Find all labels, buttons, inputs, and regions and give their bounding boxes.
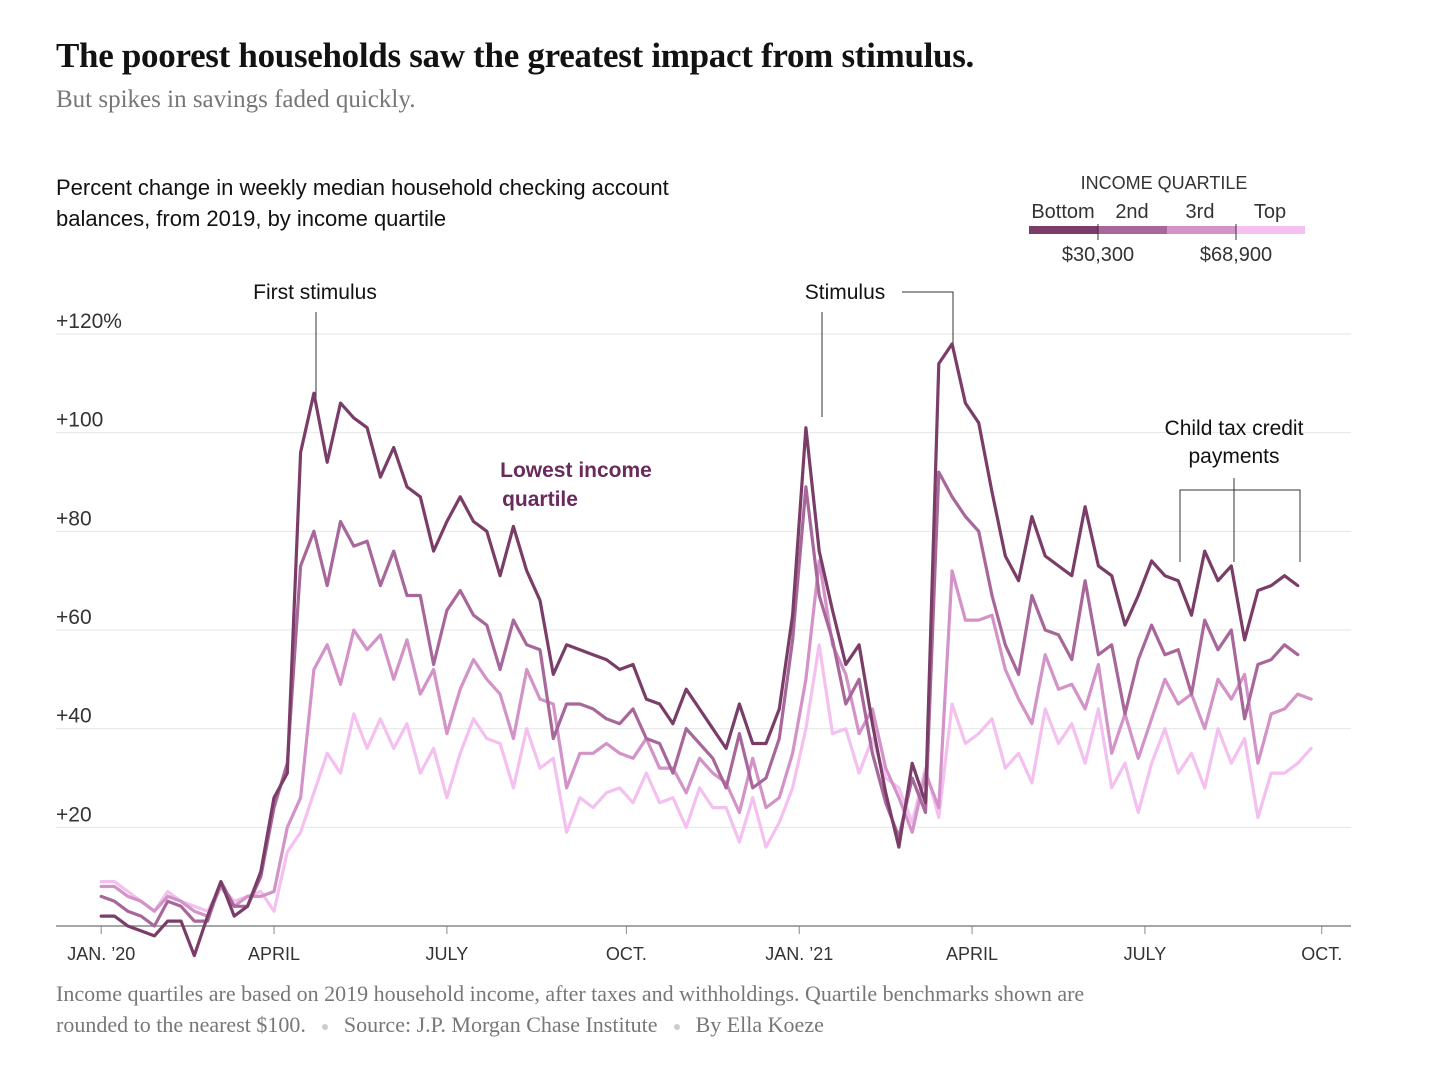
legend-swatch-2nd [1098,226,1167,234]
x-tick-label: OCT. [1301,944,1342,964]
series-line-2nd [99,470,1300,928]
first-stimulus-label: First stimulus [253,281,377,304]
x-tick-label: OCT. [606,944,647,964]
legend-label-2nd: 2nd [1115,201,1148,223]
lowest-income-label-1: Lowest income [500,459,652,482]
y-tick-label: +120% [56,310,122,333]
page-title: The poorest households saw the greatest … [56,36,974,75]
legend-title: INCOME QUARTILE [1081,173,1248,193]
x-tick-label: JULY [1124,944,1167,964]
legend-label-bottom: Bottom [1031,201,1094,223]
series-line-bottom [99,342,1300,958]
y-tick-label: +20 [56,803,92,826]
annotations: First stimulus Stimulus Child tax credit… [253,281,1304,562]
y-tick-label: +40 [56,705,92,728]
y-tick-label: +60 [56,606,92,629]
x-tick-label: APRIL [946,944,998,964]
page-subtitle: But spikes in savings faded quickly. [56,86,416,113]
chart-description: Percent change in weekly median househol… [56,175,669,231]
series-line-top [99,643,1313,913]
lowest-income-label-2: quartile [502,488,578,511]
legend-benchmark-2: $68,900 [1200,244,1272,266]
series-line-3rd [99,559,1313,918]
x-tick-label: JAN. ’21 [765,944,833,964]
legend-label-3rd: 3rd [1186,201,1215,223]
x-axis: JAN. ’20 APRIL JULY OCT. JAN. ’21 APRIL JULY OC… [56,925,1351,964]
footnote-line-1: Income quartiles are based on 2019 house… [56,981,1085,1006]
stimulus-label: Stimulus [805,281,886,304]
legend-swatch-top [1236,226,1305,234]
x-tick-label: JAN. ’20 [67,944,135,964]
child-tax-credit-label-1: Child tax credit [1165,417,1304,440]
child-tax-credit-label-2: payments [1188,445,1279,468]
x-tick-label: JULY [426,944,469,964]
legend: INCOME QUARTILE Bottom 2nd 3rd Top $30,3… [1029,173,1305,266]
separator-dot-icon [673,1023,680,1030]
x-tick-label: APRIL [248,944,300,964]
gridlines [56,333,1351,828]
child-tax-credit-bracket [1179,489,1301,562]
legend-label-top: Top [1254,201,1286,223]
y-tick-label: +100 [56,409,103,432]
footnote-line-2: rounded to the nearest $100. Source: J.P.… [56,1012,824,1038]
legend-swatch-bottom [1029,226,1098,234]
series-lines [99,342,1313,958]
stimulus-leader-march [902,291,954,350]
source-credit: Source: J.P. Morgan Chase Institute [343,1012,658,1037]
footnote-text: rounded to the nearest $100. [56,1012,306,1037]
y-axis-ticks: +120% +100 +80 +60 +40 +20 [56,310,122,826]
legend-swatch-3rd [1167,226,1236,234]
byline: By Ella Koeze [695,1012,824,1037]
legend-benchmark-1: $30,300 [1062,244,1134,266]
separator-dot-icon [321,1023,328,1030]
y-tick-label: +80 [56,507,92,530]
